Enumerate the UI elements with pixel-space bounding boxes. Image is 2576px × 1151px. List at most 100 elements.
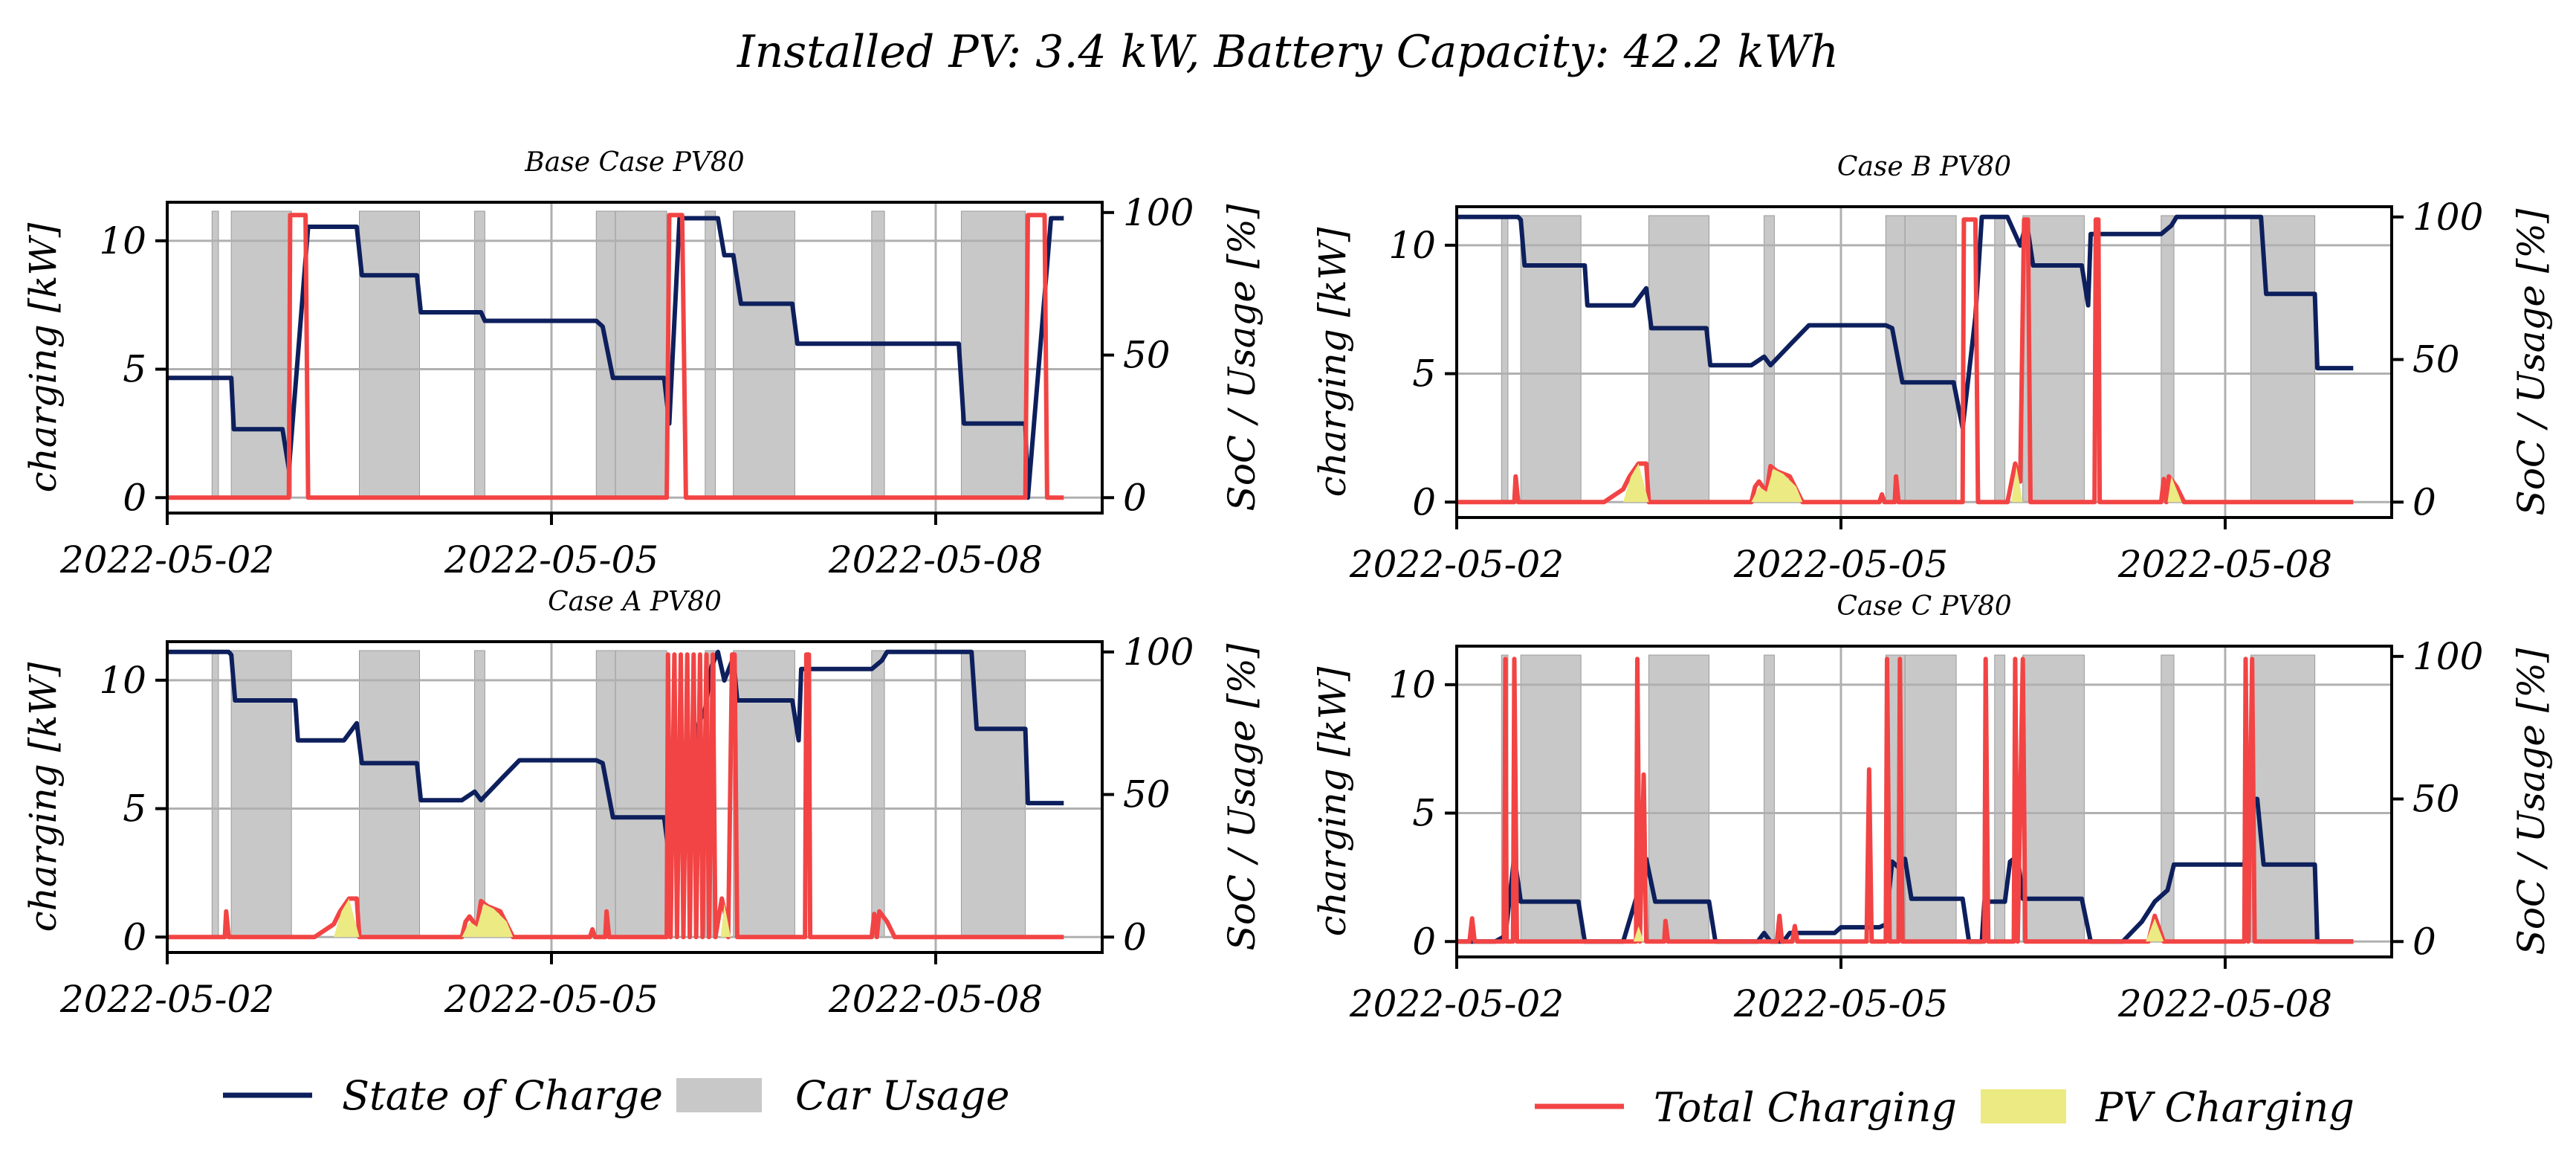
legend-car-swatch — [676, 1078, 762, 1112]
car-usage-bar — [1501, 215, 1509, 503]
ylabel-left: charging [kW] — [22, 662, 65, 932]
car-usage-bar — [595, 650, 616, 938]
xtick-label: 2022-05-08 — [828, 538, 1043, 581]
legend-right: Total Charging PV Charging — [1535, 1084, 2355, 1131]
car-usage-bar — [358, 210, 420, 498]
panel-title: Case C PV80 — [1836, 591, 2011, 622]
ytick-label: 10 — [1388, 663, 1436, 706]
car-usage-bar — [2161, 654, 2175, 942]
plot-frame — [1455, 205, 2393, 519]
car-usage-bar — [2250, 215, 2316, 503]
car-usage-bar — [1520, 215, 1582, 503]
plot-frame — [166, 640, 1104, 954]
ytick-label: 5 — [1412, 352, 1436, 396]
ytick-label: 0 — [123, 915, 146, 958]
y2tick-label: 0 — [1123, 476, 1147, 519]
plot-frame — [1455, 645, 2393, 958]
ylabel-left: charging [kW] — [1311, 666, 1354, 936]
ylabel-right: SoC / Usage [%] — [2510, 648, 2553, 955]
ytick-label: 0 — [1412, 920, 1436, 963]
car-usage-bar — [2250, 654, 2316, 942]
car-usage-bar — [1520, 654, 1582, 942]
ytick-label: 0 — [123, 476, 146, 519]
car-usage-bar — [595, 210, 616, 498]
series-total-charging — [1457, 657, 2354, 944]
y2tick-label: 50 — [2412, 338, 2460, 381]
panel-title: Case A PV80 — [548, 587, 722, 617]
car-usage-bar — [871, 650, 885, 938]
xtick-label: 2022-05-02 — [59, 538, 274, 581]
ytick-label: 10 — [99, 659, 146, 702]
series-total-charging — [167, 213, 1064, 500]
figure-title: Installed PV: 3.4 kW, Battery Capacity: … — [737, 26, 1839, 78]
xtick-label: 2022-05-08 — [2117, 982, 2332, 1025]
car-usage-bar — [733, 650, 795, 938]
y2tick-label: 0 — [2412, 920, 2436, 963]
car-usage-bar — [211, 650, 219, 938]
car-usage-bar — [960, 210, 1026, 498]
xtick-label: 2022-05-08 — [2117, 543, 2332, 586]
car-usage-bar — [1648, 654, 1709, 942]
xtick-label: 2022-05-02 — [59, 978, 274, 1021]
xtick-label: 2022-05-02 — [1349, 543, 1564, 586]
xtick-label: 2022-05-05 — [1733, 543, 1948, 586]
car-usage-bar — [1994, 215, 2006, 503]
car-usage-bar — [358, 650, 420, 938]
xtick-label: 2022-05-05 — [444, 978, 658, 1021]
car-usage-bar — [1885, 215, 1906, 503]
car-usage-bar — [733, 210, 795, 498]
car-usage-bar — [2161, 215, 2175, 503]
ytick-label: 5 — [123, 348, 146, 391]
ylabel-right: SoC / Usage [%] — [1220, 204, 1263, 511]
xtick-label: 2022-05-08 — [828, 978, 1043, 1021]
car-usage-bar — [871, 210, 885, 498]
ytick-label: 10 — [1388, 224, 1436, 267]
y2tick-label: 50 — [1123, 773, 1171, 816]
y2tick-label: 0 — [2412, 480, 2436, 523]
panel-title: Case B PV80 — [1837, 152, 2011, 182]
ytick-label: 10 — [99, 219, 146, 262]
ylabel-right: SoC / Usage [%] — [2510, 208, 2553, 515]
ylabel-right: SoC / Usage [%] — [1220, 643, 1263, 950]
legend-soc-label: State of Charge — [342, 1072, 663, 1119]
car-usage-bar — [230, 210, 292, 498]
car-usage-bar — [211, 210, 219, 498]
car-usage-bar — [1648, 215, 1709, 503]
y2tick-label: 50 — [1123, 334, 1171, 377]
series-total-charging — [167, 652, 1064, 940]
legend-car-label: Car Usage — [795, 1072, 1009, 1119]
legend-pv-swatch — [1981, 1089, 2066, 1123]
ytick-label: 0 — [1412, 480, 1436, 523]
xtick-label: 2022-05-05 — [444, 538, 658, 581]
series-total-charging — [1457, 217, 2354, 505]
ylabel-left: charging [kW] — [1311, 227, 1354, 497]
car-usage-bar — [2022, 654, 2085, 942]
car-usage-bar — [615, 210, 667, 498]
y2tick-label: 0 — [1123, 915, 1147, 958]
plot-frame — [166, 201, 1104, 515]
y2tick-label: 50 — [2412, 778, 2460, 821]
ytick-label: 5 — [1412, 792, 1436, 835]
car-usage-bar — [1764, 654, 1775, 942]
y2tick-label: 100 — [2412, 635, 2483, 678]
car-usage-bar — [1904, 215, 1957, 503]
car-usage-bar — [705, 210, 716, 498]
y2tick-label: 100 — [2412, 196, 2483, 239]
xtick-label: 2022-05-02 — [1349, 982, 1564, 1025]
y2tick-label: 100 — [1123, 191, 1194, 234]
car-usage-bar — [960, 650, 1026, 938]
ytick-label: 5 — [123, 787, 146, 831]
xtick-label: 2022-05-05 — [1733, 982, 1948, 1025]
legend-total-label: Total Charging — [1654, 1084, 1957, 1131]
panel-title: Base Case PV80 — [524, 147, 744, 178]
car-usage-bar — [230, 650, 292, 938]
legend-left: State of Charge Car Usage — [223, 1072, 1009, 1119]
legend-pv-label: PV Charging — [2095, 1084, 2355, 1131]
y2tick-label: 100 — [1123, 631, 1194, 674]
series-state-of-charge — [1457, 214, 2354, 431]
